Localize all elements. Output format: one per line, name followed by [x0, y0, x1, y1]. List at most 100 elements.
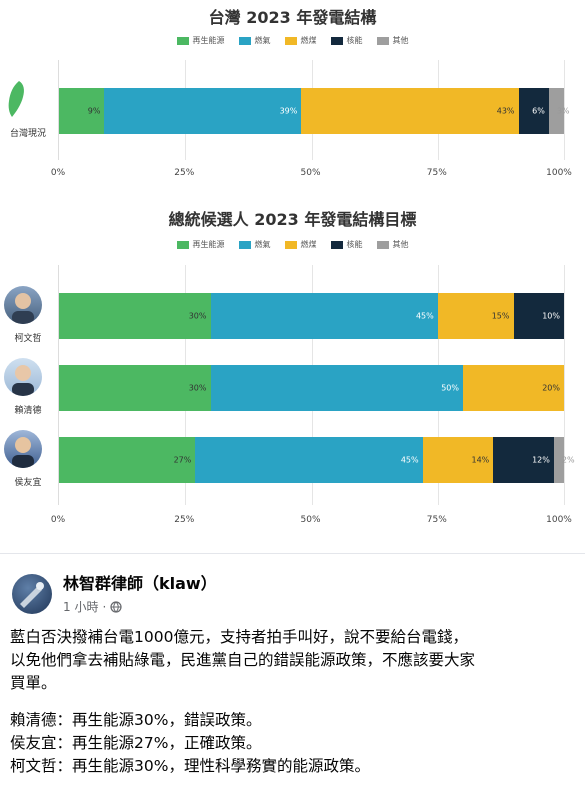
post-line: 藍白否決撥補台電1000億元，支持者拍手叫好，說不要給台電錢，: [10, 628, 468, 646]
bar-segment: 14%: [422, 437, 494, 483]
gridline: [564, 265, 565, 505]
data-label: 6%: [532, 106, 545, 116]
candidate-photo-hou: [4, 430, 42, 468]
legend-swatch: [238, 240, 251, 249]
data-label: 50%: [441, 383, 459, 393]
post-meta: 1 小時 ·: [63, 598, 122, 615]
row-label-ko: 柯文哲: [14, 334, 42, 344]
divider: [0, 553, 585, 554]
bar-segment: 30%: [59, 365, 211, 411]
bar-segment: [548, 88, 564, 134]
data-label: 39%: [279, 106, 298, 116]
data-label: 45%: [415, 311, 434, 321]
taiwan-map-icon: [8, 81, 24, 117]
post-paragraph-1: 藍白否決撥補台電1000億元，支持者拍手叫好，說不要給台電錢， 以免他們拿去補貼…: [10, 626, 570, 695]
stacked-bar: 30% 45% 15% 10%: [59, 293, 564, 339]
legend-label: 燃煤: [300, 36, 317, 45]
legend-item: 燃煤: [284, 239, 317, 250]
bar-segment: 43%: [301, 88, 519, 134]
data-label: 12%: [532, 455, 550, 465]
data-label: 43%: [496, 106, 515, 116]
bar-segment: 30%: [59, 293, 211, 339]
legend-swatch: [176, 36, 189, 45]
post-time[interactable]: 1 小時: [63, 600, 99, 614]
post-line: 侯友宜：再生能源27%，正確政策。: [10, 734, 262, 752]
post-paragraph-2: 賴清德：再生能源30%，錯誤政策。 侯友宜：再生能源27%，正確政策。 柯文哲：…: [10, 709, 570, 778]
bar-segment: 39%: [104, 88, 302, 134]
bar-segment: 10%: [513, 293, 564, 339]
x-tick-label: 0%: [50, 168, 66, 178]
legend-swatch: [376, 36, 389, 45]
post-line: 賴清德：再生能源30%，錯誤政策。: [10, 711, 262, 729]
legend-swatch: [284, 240, 297, 249]
data-label: 3%: [556, 106, 570, 116]
legend-swatch: [176, 240, 189, 249]
post-line: 買單。: [10, 674, 57, 692]
post-line: 柯文哲：再生能源30%，理性科學務實的能源政策。: [10, 757, 370, 775]
legend-label: 其他: [392, 36, 409, 45]
chart1-title: 台灣 2023 年發電結構: [208, 8, 377, 27]
row-label-current: 台灣現況: [9, 129, 46, 139]
legend-item: 燃煤: [284, 35, 317, 46]
post-line: 以免他們拿去補貼綠電，民進黨自己的錯誤能源政策，不應該要大家: [10, 651, 476, 669]
bar-segment: 45%: [195, 437, 423, 483]
legend-label: 核能: [346, 36, 363, 45]
x-tick-label: 50%: [300, 168, 321, 178]
data-label: 15%: [491, 311, 510, 321]
legend-swatch: [330, 36, 343, 45]
x-tick-label: 25%: [174, 168, 195, 178]
legend-swatch: [284, 36, 297, 45]
candidate-photo-lai: [4, 358, 42, 396]
data-label: 20%: [542, 383, 560, 393]
legend-item: 核能: [330, 35, 363, 46]
bar-segment: [553, 437, 564, 483]
globe-icon[interactable]: [110, 600, 122, 613]
data-label: 14%: [471, 455, 490, 465]
legend-label: 其他: [392, 240, 409, 249]
x-tick-label: 25%: [174, 515, 195, 525]
facebook-post: [0, 554, 585, 786]
row-label-hou: 侯友宜: [14, 478, 42, 488]
legend-item: 再生能源: [176, 35, 225, 46]
legend-swatch: [376, 240, 389, 249]
chart1-legend: 再生能源 燃氣 燃煤 核能 其他: [0, 35, 585, 46]
data-label: 9%: [87, 106, 101, 116]
chart2-plot: 30% 45% 15% 10% 30% 50% 20% 27% 45% 14% 12% 2%: [58, 265, 575, 505]
candidate-photo-ko: [4, 286, 42, 324]
legend-label: 再生能源: [192, 240, 225, 249]
x-tick-label: 50%: [300, 515, 321, 525]
legend-item: 燃氣: [238, 35, 271, 46]
legend-item: 其他: [376, 35, 409, 46]
data-label: 2%: [561, 455, 575, 465]
bar-segment: 50%: [210, 365, 463, 411]
bar-segment: 6%: [518, 88, 549, 134]
stacked-bar: 30% 50% 20%: [59, 365, 564, 411]
chart2-title: 總統候選人 2023 年發電結構目標: [168, 210, 417, 229]
x-tick-label: 100%: [546, 168, 572, 178]
bar-segment: 45%: [210, 293, 438, 339]
data-label: 10%: [542, 311, 560, 321]
legend-label: 燃氣: [254, 36, 271, 45]
legend-label: 燃煤: [300, 240, 317, 249]
legend-item: 再生能源: [176, 239, 225, 250]
author-avatar[interactable]: [12, 574, 52, 614]
author-name[interactable]: 林智群律師（klaw）: [63, 574, 217, 593]
chart1-plot: 9% 39% 43% 6% 3%: [58, 60, 570, 160]
legend-item: 燃氣: [238, 239, 271, 250]
data-label: 30%: [188, 311, 207, 321]
legend-item: 核能: [330, 239, 363, 250]
bar-segment: 9%: [59, 88, 105, 134]
x-tick-label: 0%: [50, 515, 66, 525]
stacked-bar: 27% 45% 14% 12% 2%: [59, 437, 575, 483]
stacked-bar: 9% 39% 43% 6% 3%: [59, 88, 570, 134]
legend-item: 其他: [376, 239, 409, 250]
legend-swatch: [238, 36, 251, 45]
energy-infographic: 台灣 2023 年發電結構 再生能源 燃氣 燃煤 核能 其他 9% 39% 43% 6% 3% …: [0, 8, 585, 525]
x-tick-label: 100%: [546, 515, 572, 525]
meta-separator: ·: [102, 599, 107, 614]
legend-label: 核能: [346, 240, 363, 249]
gridline: [564, 60, 565, 160]
x-tick-label: 75%: [426, 168, 447, 178]
bar-segment: 27%: [59, 437, 196, 483]
legend-label: 燃氣: [254, 240, 271, 249]
